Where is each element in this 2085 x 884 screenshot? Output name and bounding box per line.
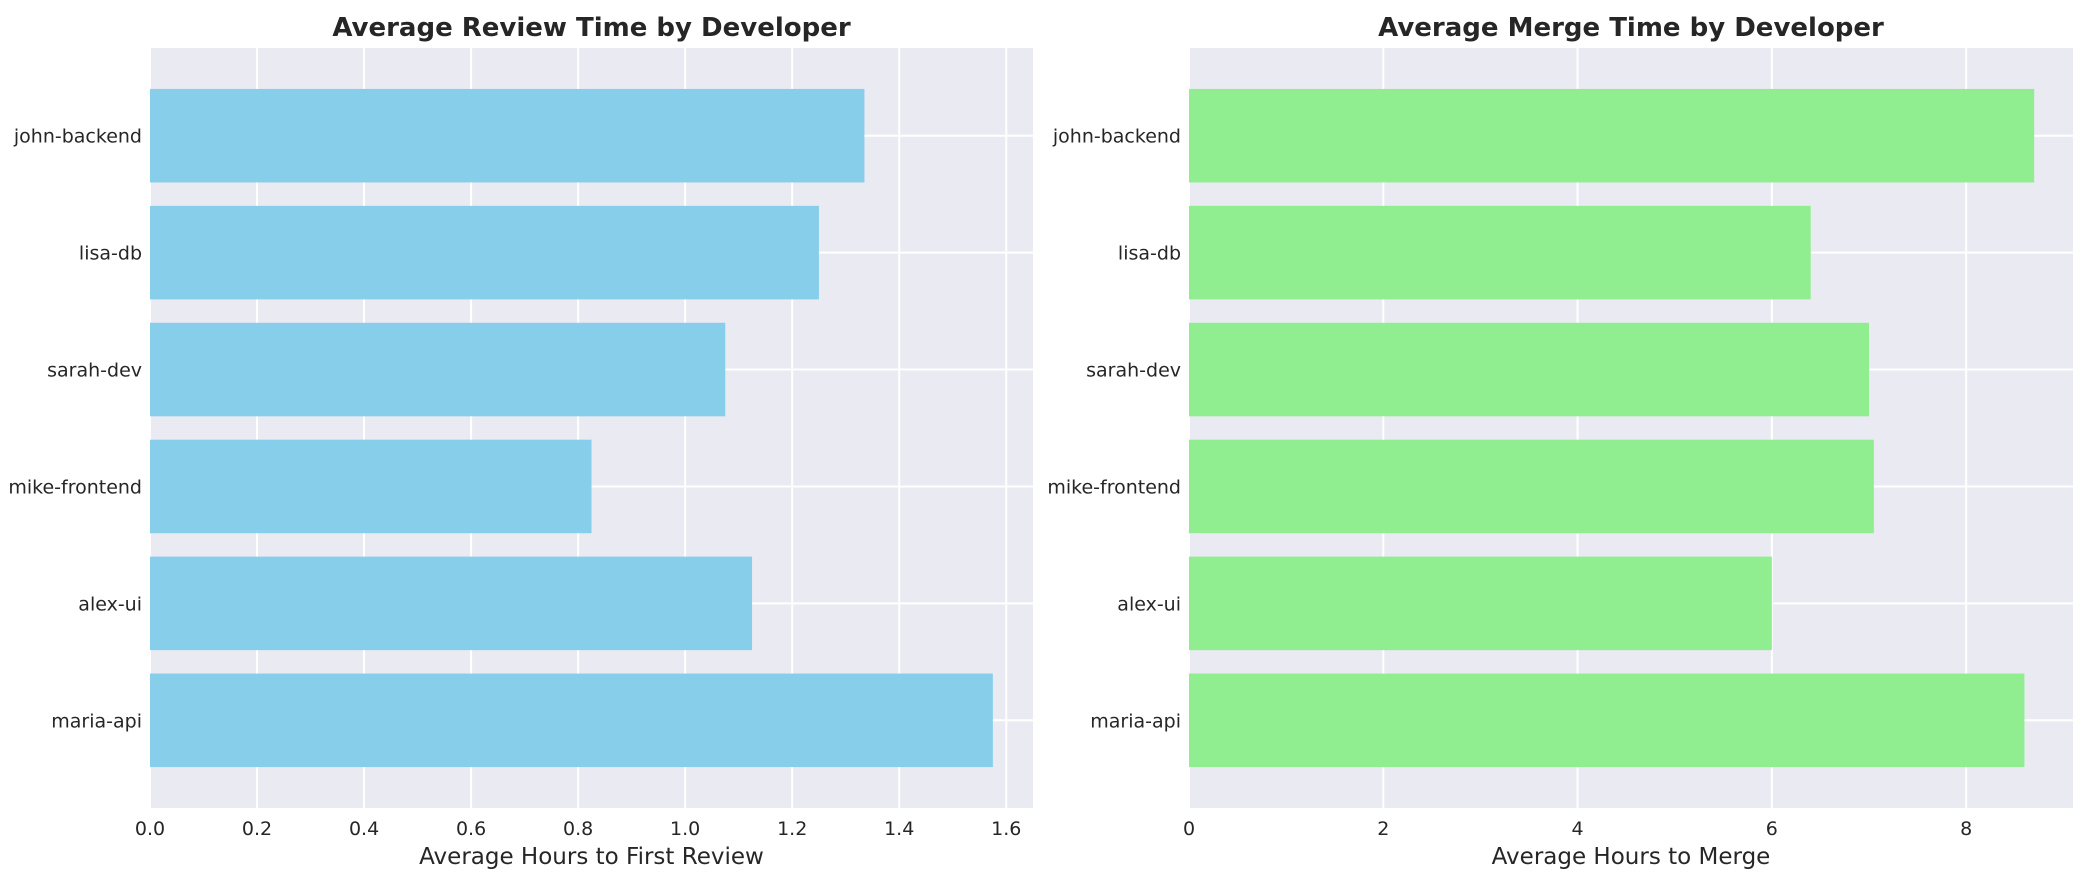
x-tick-label: 1.2 (777, 818, 807, 840)
x-tick-label: 1.0 (670, 818, 700, 840)
y-tick-label: lisa-db (1118, 243, 1181, 265)
x-tick-label: 8 (1960, 818, 1972, 840)
y-tick-label: john-backend (13, 126, 142, 148)
y-tick-label: mike-frontend (8, 476, 142, 498)
chart-title: Average Merge Time by Developer (1378, 13, 1884, 43)
x-tick-label: 0.2 (242, 818, 272, 840)
x-tick-label: 0.4 (349, 818, 379, 840)
bar (150, 205, 819, 300)
y-tick-label: lisa-db (79, 243, 142, 265)
x-tick-label: 0.6 (456, 818, 486, 840)
x-tick-label: 1.6 (991, 818, 1021, 840)
bar (1189, 205, 1811, 300)
y-tick-labels: john-backend lisa-db sarah-dev mike-fronten… (1047, 126, 1181, 733)
merge-time-chart: john-backend lisa-db sarah-dev mike-fronten… (1047, 13, 2073, 870)
bar (1189, 322, 1869, 417)
x-axis-label: Average Hours to First Review (419, 844, 764, 870)
bar (150, 556, 753, 651)
y-tick-label: mike-frontend (1047, 476, 1181, 498)
bars (150, 88, 993, 768)
bar (1189, 88, 2035, 183)
bar (1189, 439, 1874, 534)
x-tick-label: 0.0 (135, 818, 165, 840)
x-tick-label: 1.4 (884, 818, 914, 840)
x-tick-label: 2 (1377, 818, 1389, 840)
bar (1189, 556, 1772, 651)
y-tick-label: john-backend (1052, 126, 1181, 148)
x-tick-labels: 0.0 0.2 0.4 0.6 0.8 1.0 1.2 1.4 1.6 (135, 818, 1021, 840)
y-tick-label: sarah-dev (1086, 360, 1181, 382)
y-tick-label: alex-ui (1117, 593, 1181, 615)
review-time-chart: john-backend lisa-db sarah-dev mike-fronten… (8, 13, 1033, 870)
bar (150, 439, 592, 534)
bars (1189, 88, 2035, 768)
y-tick-label: alex-ui (78, 593, 142, 615)
x-axis-label: Average Hours to Merge (1492, 844, 1771, 870)
x-tick-labels: 0 2 4 6 8 (1183, 818, 1972, 840)
y-tick-label: maria-api (51, 710, 142, 732)
bar (150, 673, 993, 768)
x-tick-label: 0.8 (563, 818, 593, 840)
y-tick-label: sarah-dev (47, 360, 142, 382)
bar (1189, 673, 2025, 768)
y-tick-labels: john-backend lisa-db sarah-dev mike-fronten… (8, 126, 142, 733)
chart-title: Average Review Time by Developer (332, 13, 851, 43)
x-tick-label: 4 (1572, 818, 1584, 840)
x-tick-label: 6 (1766, 818, 1778, 840)
bar (150, 322, 726, 417)
y-tick-label: maria-api (1090, 710, 1181, 732)
bar (150, 88, 865, 183)
x-tick-label: 0 (1183, 818, 1195, 840)
